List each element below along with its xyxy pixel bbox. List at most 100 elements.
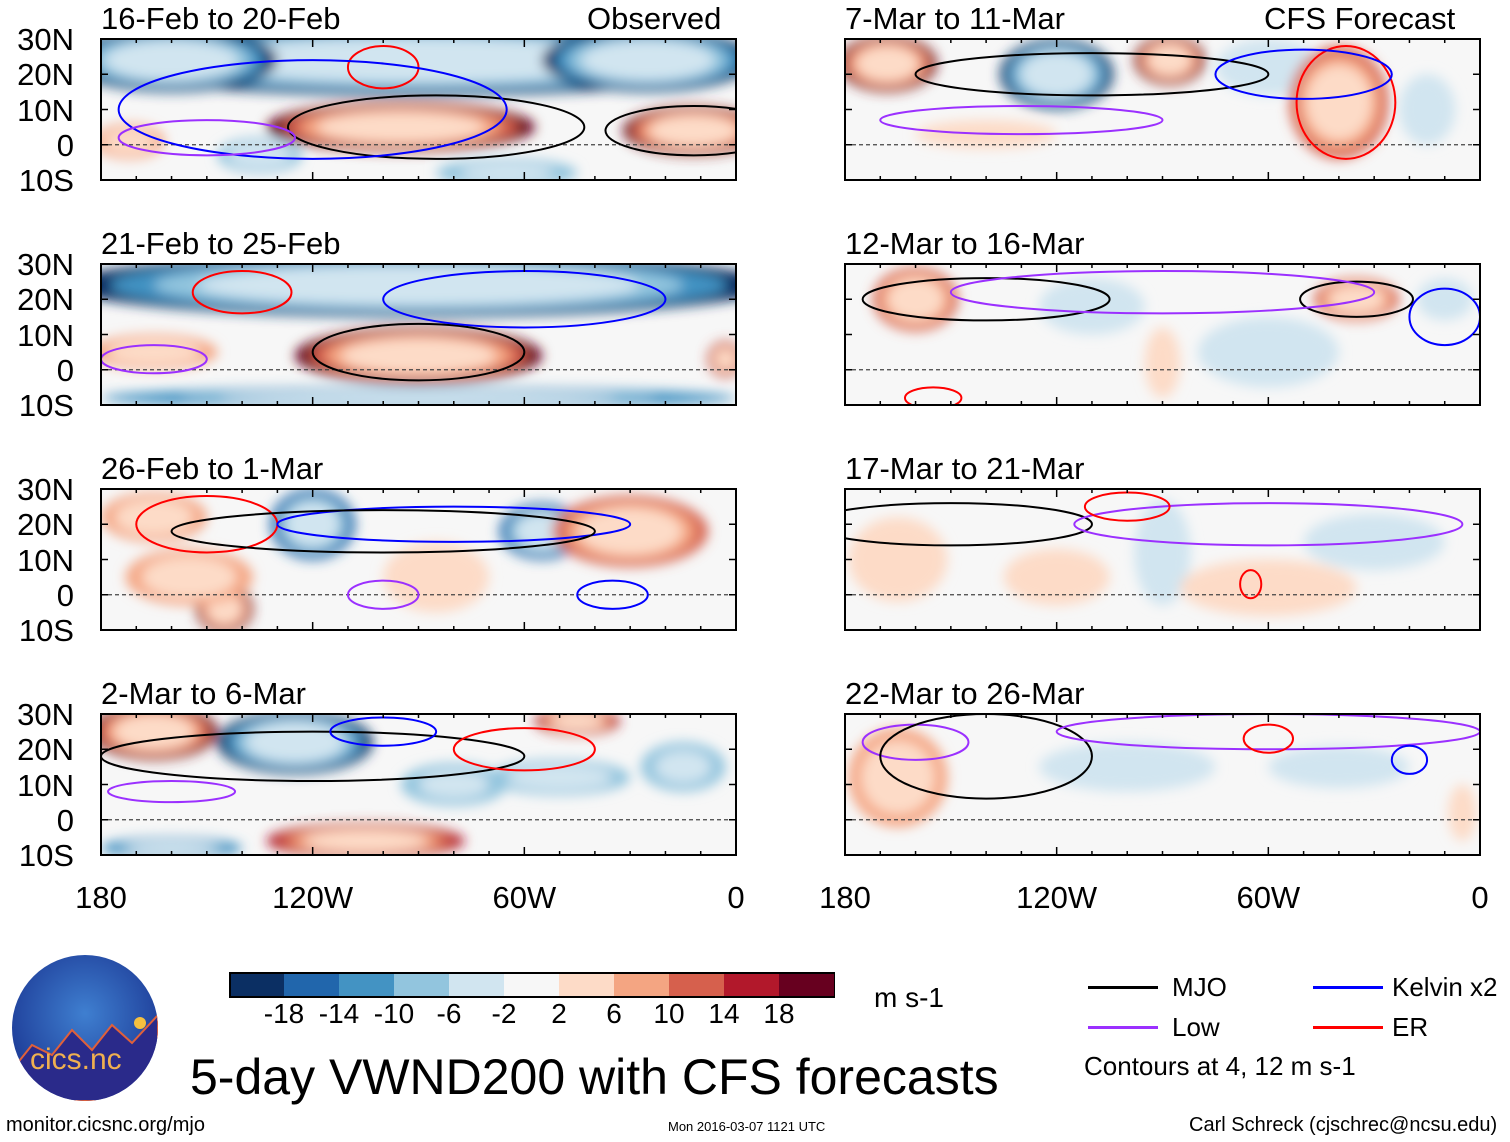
kelvin-contour	[276, 505, 632, 543]
panel-title: 26-Feb to 1-Mar	[101, 451, 324, 486]
kelvin-contour	[1390, 744, 1429, 775]
anomaly-shading	[887, 278, 944, 321]
anomaly-shading	[860, 527, 935, 592]
lon-label: 180	[75, 880, 127, 915]
colorbar-label: -18	[263, 998, 305, 1029]
lat-label: 20N	[17, 57, 74, 93]
anomaly-shading	[317, 111, 485, 143]
lat-label: 10N	[17, 92, 74, 128]
lat-label: 0	[56, 802, 74, 838]
lon-label: 0	[727, 880, 745, 915]
colorbar-swatch	[449, 972, 505, 998]
lat-label: 30N	[17, 697, 74, 732]
lat-label: 20N	[17, 732, 74, 768]
anomaly-shading	[198, 265, 639, 305]
anomaly-shading	[114, 498, 194, 536]
lat-label: 10N	[17, 317, 74, 353]
legend-mjo: MJO	[1172, 972, 1227, 1002]
mjo-contour	[311, 322, 526, 382]
observed-header: Observed	[587, 1, 722, 36]
kelvin-contour	[576, 579, 649, 610]
kelvin-contour	[1408, 287, 1480, 347]
colorbar-swatch	[614, 972, 670, 998]
lon-label: 120W	[272, 880, 354, 915]
map-panel	[100, 713, 737, 856]
lat-label: 20N	[17, 282, 74, 318]
lat-label: 10N	[17, 542, 74, 578]
legend-low: Low	[1172, 1012, 1220, 1042]
anomaly-shading	[654, 750, 712, 784]
anomaly-shading	[1003, 548, 1110, 606]
legend-er: ER	[1392, 1012, 1429, 1042]
mjo-line-swatch	[1088, 986, 1158, 989]
anomaly-shading	[1021, 52, 1092, 97]
colorbar-units: m s-1	[874, 982, 944, 1013]
mjo-contour	[1299, 280, 1414, 318]
colorbar-swatch	[779, 972, 835, 998]
low-contour	[117, 119, 297, 157]
colorbar-swatch	[504, 972, 560, 998]
er-contour	[1242, 723, 1295, 754]
anomaly-shading	[198, 39, 639, 83]
legend-kelvin: Kelvin x2	[1392, 972, 1498, 1002]
panel-title: 2-Mar to 6-Mar	[101, 676, 306, 711]
er-line-swatch	[1313, 1026, 1383, 1029]
map-panel	[844, 713, 1481, 856]
mjo-contour	[914, 52, 1270, 97]
anomaly-shading	[1305, 64, 1372, 141]
low-contour	[879, 104, 1164, 136]
anomaly-shading	[1451, 791, 1473, 834]
er-contour	[1239, 569, 1263, 600]
lon-label: 0	[1471, 880, 1489, 915]
source-link[interactable]: monitor.cicsnc.org/mjo	[6, 1114, 205, 1136]
lat-label: 10S	[18, 163, 74, 198]
lat-label: 0	[56, 127, 74, 163]
anomaly-shading	[714, 348, 736, 371]
colorbar-label: -2	[491, 998, 517, 1029]
lat-label: 10S	[18, 613, 74, 648]
anomaly-shading	[341, 338, 496, 374]
lat-label: 20N	[17, 507, 74, 543]
forecast-header: CFS Forecast	[1264, 1, 1456, 36]
low-contour	[101, 344, 208, 375]
map-panel	[100, 263, 737, 406]
anomaly-shading	[1039, 742, 1216, 792]
mjo-contour	[286, 94, 586, 160]
low-contour	[107, 779, 237, 804]
low-line-swatch	[1088, 1026, 1158, 1029]
colorbar-swatch	[669, 972, 725, 998]
colorbar-label: -14	[318, 998, 360, 1029]
kelvin-contour	[117, 59, 508, 160]
colorbar-swatch	[394, 972, 450, 998]
lat-label: 0	[56, 577, 74, 613]
colorbar-label: 14	[708, 998, 740, 1029]
anomaly-shading	[550, 714, 604, 730]
colorbar-label: 18	[763, 998, 795, 1029]
anomaly-shading	[106, 338, 202, 366]
anomaly-shading	[1134, 499, 1191, 606]
anomaly-shading	[1149, 336, 1176, 390]
panel-title: 21-Feb to 25-Feb	[101, 226, 341, 261]
lat-label: 30N	[17, 247, 74, 282]
anomaly-shading	[459, 163, 554, 180]
colorbar-label: -10	[373, 998, 415, 1029]
anomaly-shading	[1147, 44, 1192, 76]
anomaly-shading	[141, 555, 237, 599]
map-panel	[844, 38, 1481, 181]
anomaly-shading	[1423, 283, 1466, 316]
anomaly-shading	[649, 115, 736, 147]
er-contour	[452, 727, 596, 772]
lat-label: 10S	[18, 838, 74, 873]
lat-label: 30N	[17, 472, 74, 507]
lon-label: 60W	[492, 880, 557, 915]
lon-label: 60W	[1236, 880, 1301, 915]
anomaly-shading	[1405, 83, 1449, 136]
anomaly-shading	[105, 40, 238, 80]
mjo-contour	[845, 502, 1093, 547]
anomaly-shading	[1180, 559, 1357, 616]
anomaly-shading	[578, 507, 682, 555]
er-contour	[191, 270, 293, 315]
panel-title: 12-Mar to 16-Mar	[845, 226, 1085, 261]
anomaly-shading	[127, 841, 216, 855]
